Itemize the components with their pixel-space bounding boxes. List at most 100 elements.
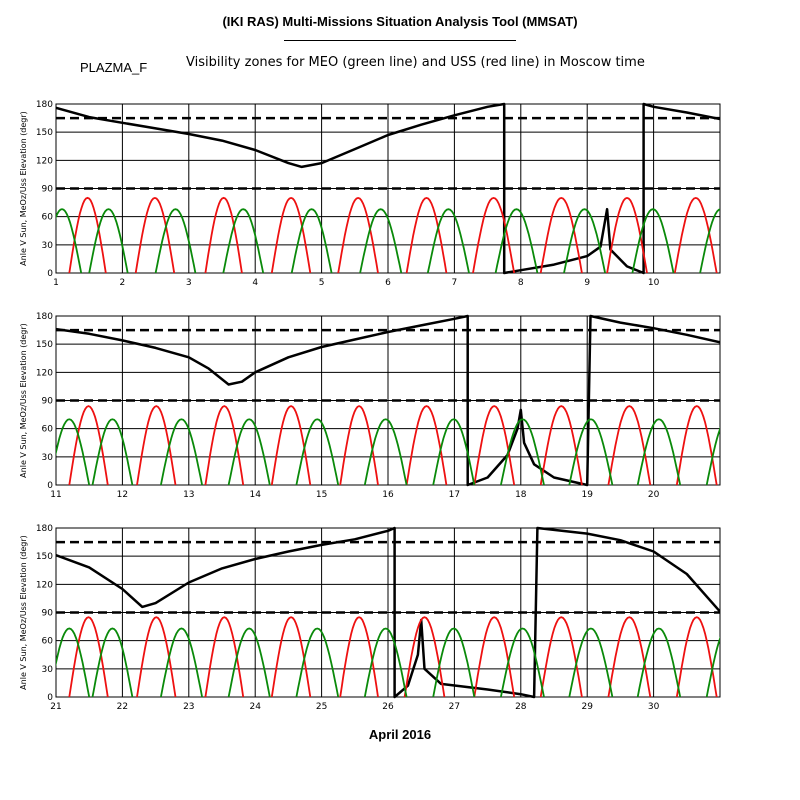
y-tick-label: 0 — [47, 269, 53, 279]
y-tick-label: 30 — [42, 665, 54, 675]
meo-elevation-pass — [91, 627, 134, 698]
x-tick-label: 15 — [316, 490, 327, 500]
meo-elevation-pass — [563, 208, 606, 274]
y-axis-label: Anle V Sun, MeOz/Uss Elevation (degr) — [19, 111, 28, 266]
plot-panel-2: 0 30 60 90 120 150 180 11 12 13 14 15 16 17 18 19 20 Anle… — [19, 312, 721, 500]
uss-elevation-pass — [270, 405, 312, 486]
y-tick-label: 150 — [36, 552, 53, 562]
x-tick-label: 17 — [449, 490, 460, 500]
y-axis-label: Anle V Sun, MeOz/Uss Elevation (degr) — [19, 323, 28, 478]
series-area — [56, 526, 720, 699]
chart-subtitle: Visibility zones for MEO (green line) an… — [186, 55, 645, 70]
meo-elevation-pass — [227, 418, 271, 486]
x-tick-label: 24 — [249, 702, 261, 712]
plot-panel-1: 0 30 60 90 120 150 180 1 2 3 4 5 6 7 8 9 10 Anle V Sun, M… — [19, 100, 721, 288]
mission-tag: PLAZMA_F — [80, 60, 148, 75]
y-axis-label: Anle V Sun, MeOz/Uss Elevation (degr) — [19, 535, 28, 690]
uss-elevation-pass — [68, 405, 109, 486]
uss-elevation-pass — [204, 196, 243, 274]
uss-elevation-pass — [472, 196, 516, 274]
x-tick-label: 6 — [385, 278, 391, 288]
chart-title: (IKI RAS) Multi-Missions Situation Analy… — [222, 14, 578, 29]
month-label: April 2016 — [368, 727, 432, 742]
x-tick-label: 7 — [452, 278, 458, 288]
uss-elevation-pass — [339, 616, 379, 698]
x-tick-label: 12 — [117, 490, 128, 500]
x-tick-label: 26 — [382, 702, 394, 712]
uss-elevation-pass — [403, 616, 446, 698]
meo-elevation-pass — [500, 418, 545, 486]
sun-angle-line — [56, 526, 720, 699]
meo-elevation-pass — [432, 627, 476, 698]
uss-elevation-pass — [473, 616, 516, 698]
meo-elevation-pass — [494, 208, 539, 274]
meo-elevation-pass — [699, 208, 720, 274]
meo-elevation-pass — [500, 627, 545, 698]
meo-elevation-pass — [636, 627, 682, 698]
x-tick-label: 21 — [50, 702, 61, 712]
meo-elevation-pass — [432, 418, 476, 486]
meo-elevation-pass — [705, 426, 720, 486]
x-tick-label: 9 — [584, 278, 590, 288]
x-tick-label: 25 — [316, 702, 327, 712]
title-underline — [284, 40, 516, 41]
uss-elevation-pass — [405, 196, 448, 274]
x-tick-label: 22 — [117, 702, 128, 712]
series-area — [56, 102, 720, 275]
y-tick-label: 30 — [42, 453, 54, 463]
x-tick-label: 3 — [186, 278, 192, 288]
meo-elevation-pass — [295, 418, 340, 486]
y-tick-label: 60 — [42, 637, 54, 647]
x-tick-label: 29 — [581, 702, 593, 712]
meo-elevation-pass — [295, 627, 340, 698]
y-tick-label: 120 — [36, 580, 53, 590]
x-tick-label: 16 — [382, 490, 394, 500]
x-tick-label: 11 — [50, 490, 61, 500]
meo-elevation-pass — [56, 627, 91, 698]
y-tick-label: 0 — [47, 693, 53, 703]
uss-elevation-pass — [539, 616, 583, 698]
x-tick-label: 28 — [515, 702, 527, 712]
y-tick-label: 60 — [42, 425, 54, 435]
meo-elevation-pass — [290, 208, 333, 274]
y-tick-label: 150 — [36, 340, 53, 350]
meo-elevation-pass — [160, 627, 203, 698]
x-tick-label: 23 — [183, 702, 194, 712]
meo-elevation-pass — [631, 208, 675, 274]
y-tick-label: 120 — [36, 368, 53, 378]
y-tick-label: 90 — [42, 609, 54, 619]
uss-elevation-pass — [337, 196, 379, 274]
uss-elevation-pass — [539, 405, 583, 486]
x-tick-label: 8 — [518, 278, 524, 288]
y-tick-label: 120 — [36, 156, 53, 166]
x-tick-label: 2 — [120, 278, 126, 288]
meo-elevation-pass — [154, 208, 197, 274]
uss-elevation-pass — [270, 196, 312, 274]
uss-elevation-pass — [68, 616, 109, 698]
plot-panel-3: 0 30 60 90 120 150 180 21 22 23 24 25 26 27 28 29 30 Anle… — [19, 524, 721, 712]
uss-elevation-pass — [539, 196, 583, 274]
y-tick-label: 0 — [47, 481, 53, 491]
meo-elevation-pass — [568, 627, 614, 698]
meo-elevation-pass — [88, 208, 129, 274]
y-tick-label: 180 — [36, 312, 53, 322]
y-tick-label: 90 — [42, 185, 54, 195]
x-tick-label: 19 — [581, 490, 593, 500]
x-tick-label: 27 — [449, 702, 460, 712]
meo-elevation-pass — [568, 418, 614, 486]
x-tick-label: 14 — [249, 490, 261, 500]
meo-elevation-pass — [636, 418, 682, 486]
uss-elevation-pass — [473, 405, 516, 486]
meo-elevation-pass — [56, 418, 91, 486]
x-tick-label: 20 — [648, 490, 660, 500]
meo-elevation-pass — [160, 418, 203, 486]
y-tick-label: 150 — [36, 128, 53, 138]
y-tick-label: 180 — [36, 100, 53, 110]
sun-angle-line — [56, 314, 720, 487]
y-tick-label: 90 — [42, 397, 54, 407]
x-tick-label: 5 — [319, 278, 325, 288]
uss-elevation-pass — [607, 405, 652, 486]
x-tick-label: 30 — [648, 702, 660, 712]
uss-elevation-pass — [339, 405, 379, 486]
